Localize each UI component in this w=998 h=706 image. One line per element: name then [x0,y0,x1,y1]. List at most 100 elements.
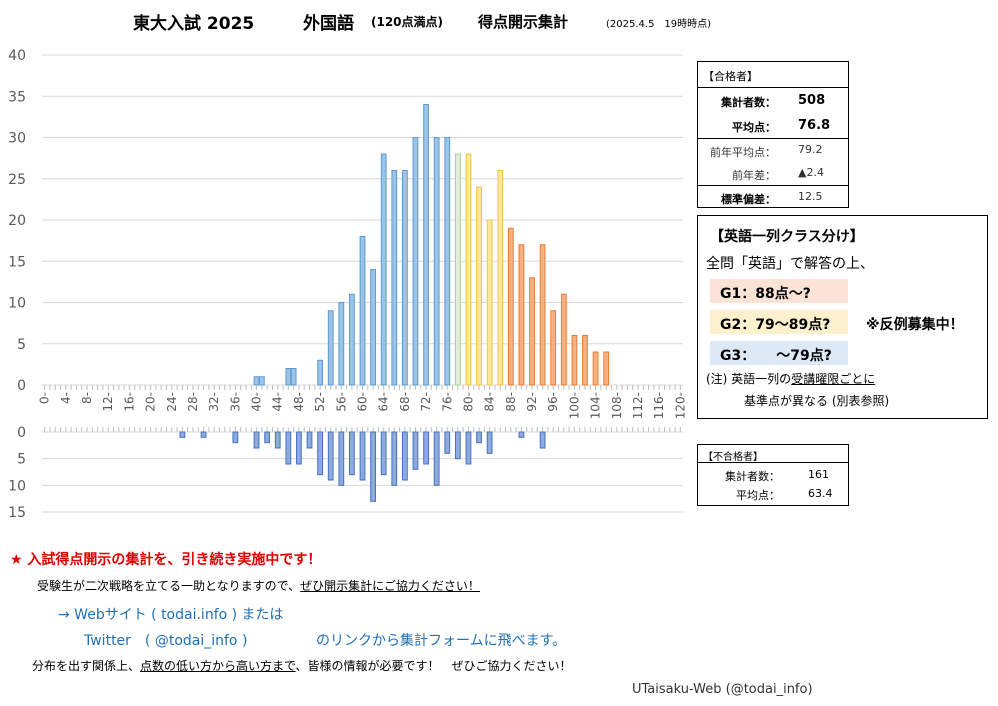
pass-bar [454,153,461,386]
fail-bar [380,431,387,476]
pass-bar [258,376,265,386]
y-tick-label: 15 [8,505,26,520]
pass-bar [486,219,493,386]
pass-bar [285,368,292,386]
fail-bar [433,431,440,486]
prev-diff-row: 前年差： ▲2.4 [698,163,848,185]
pass-bar [444,137,451,386]
pass-mean-value: 76.8 [798,118,831,133]
g3-threshold: G3： ～79点? [710,341,848,365]
fail-bar [285,431,292,465]
fail-bar [518,431,525,438]
fail-bar [454,431,461,460]
x-tick-label: 0- [38,392,52,404]
fail-bar [338,431,345,486]
pass-bar [370,269,376,386]
pass-bar [412,137,419,386]
pass-bar [550,310,557,386]
coop-prefix: 受験生が二次戦略を立てる一助となりますので、 [37,579,301,593]
x-tick-label: 48- [292,392,306,412]
fail-bar [253,431,260,449]
y-tick-label: 0 [17,425,26,441]
pass-bar [539,244,546,386]
x-tick-label: 120- [673,392,687,419]
y-tick-label: 30 [8,131,26,147]
x-tick-label: 44- [271,392,285,412]
y-tick-label: 5 [17,337,26,353]
fail-count-row: 集計者数： 161 [698,466,848,484]
x-tick-label: 88- [504,392,518,412]
class-division-title: 【英語一列クラス分け】 [710,229,864,245]
pass-count-label: 集計者数： [721,96,776,109]
class-note-underlined: 受講曜限ごとに [791,372,876,386]
fail-bar [401,431,408,481]
fail-stats-box: 【不合格者】 集計者数： 161 平均点： 63.4 [697,444,849,506]
g1-threshold: G1：88点～? [710,279,848,303]
x-tick-label: 24- [165,392,179,412]
coop-underlined: ぜひ開示集計にご協力ください！ [300,579,480,593]
pass-bar [380,153,387,386]
y-tick-label: 10 [8,296,26,312]
distribution-request-line: 分布を出す関係上、点数の低い方から高い方まで、皆様の情報が必要です！ ぜひご協力… [32,657,572,674]
fail-mean-row: 平均点： 63.4 [698,485,848,503]
chart-kind-label: 得点開示集計 [478,13,569,31]
pass-bar [401,170,408,386]
prev-mean-row: 前年平均点： 79.2 [698,140,848,162]
signature: UTaisaku-Web (@todai_info) [632,682,813,697]
fail-bar [232,431,239,444]
pass-bar [518,244,525,386]
fail-mean-value: 63.4 [808,487,833,500]
x-tick-label: 20- [144,392,158,412]
fail-bar [179,431,186,438]
pass-bar [465,153,472,386]
pass-bar [423,104,429,386]
x-tick-label: 4- [59,392,73,404]
pass-count-row: 集計者数： 508 [698,90,848,112]
fail-bar [423,431,429,465]
pass-stats-header: 【合格者】 [703,70,758,83]
pass-mean-label: 平均点： [732,121,776,134]
x-tick-label: 100- [567,392,581,419]
fail-bar [296,431,302,465]
x-tick-label: 12- [101,392,115,412]
class-note-line1: (注) 英語一列の受講曜限ごとに [706,370,875,387]
counterexample-call: ※反例募集中！ [866,317,964,333]
x-tick-label: 92- [525,392,539,412]
fail-bar [476,431,482,444]
fail-bar [306,431,313,449]
fail-bar [274,431,281,449]
y-tick-label: 0 [17,378,26,394]
x-tick-label: 68- [398,392,412,412]
x-tick-label: 104- [589,392,603,419]
pass-bar [253,376,260,386]
x-tick-label: 80- [461,392,475,412]
twitter-link[interactable]: Twitter ( @todai_info ) [84,633,248,649]
x-tick-label: 52- [313,392,327,412]
class-note-line2: 基準点が異なる (別表参照) [744,394,890,408]
pass-bar [338,302,345,386]
pass-bar [560,293,567,386]
pass-bar [391,170,398,386]
prev-mean-value: 79.2 [798,143,823,156]
website-link[interactable]: → Webサイト ( todai.info ) または [58,607,284,623]
fail-bar [539,431,546,449]
sd-row: 標準偏差： 12.5 [698,187,848,209]
fail-bar [327,431,334,481]
cooperation-line: 受験生が二次戦略を立てる一助となりますので、ぜひ開示集計にご協力ください！ [37,577,480,594]
fail-bar [349,431,355,476]
x-tick-label: 28- [186,392,200,412]
class-note-prefix: (注) 英語一列の [706,372,792,386]
pass-bar [592,351,599,386]
dist-prefix: 分布を出す関係上、 [32,659,141,673]
x-tick-label: 56- [334,392,348,412]
divider [698,185,848,186]
class-division-intro: 全問「英語」で解答の上、 [706,256,874,272]
fail-mean-label: 平均点： [736,489,780,502]
x-tick-label: 108- [610,392,624,419]
x-tick-label: 112- [631,392,645,419]
pass-bar [529,277,535,386]
fail-bar [370,431,376,502]
fail-bar [200,431,207,438]
sd-value: 12.5 [798,190,823,203]
x-tick-label: 64- [377,392,391,412]
